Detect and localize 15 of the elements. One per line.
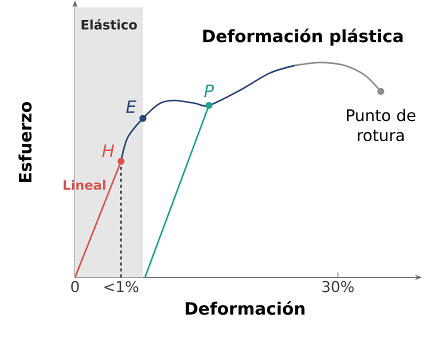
x-tick-label: <1% <box>104 280 138 292</box>
series-label: E <box>126 100 136 113</box>
text: Deformación plástica <box>203 28 403 46</box>
x-axis-title: Deformación <box>186 300 304 315</box>
series-label: P <box>204 84 214 97</box>
x-tick-label: 30% <box>322 280 354 292</box>
x-tick-label: 0 <box>71 280 79 292</box>
point <box>139 114 146 122</box>
y-axis-title: Esfuerzo <box>18 102 32 182</box>
series-label: H <box>102 144 114 157</box>
point <box>377 88 384 95</box>
point <box>205 102 212 109</box>
series-label: Punto de rotura <box>346 108 416 141</box>
point <box>118 158 124 165</box>
band-label: Elástico <box>82 18 137 30</box>
